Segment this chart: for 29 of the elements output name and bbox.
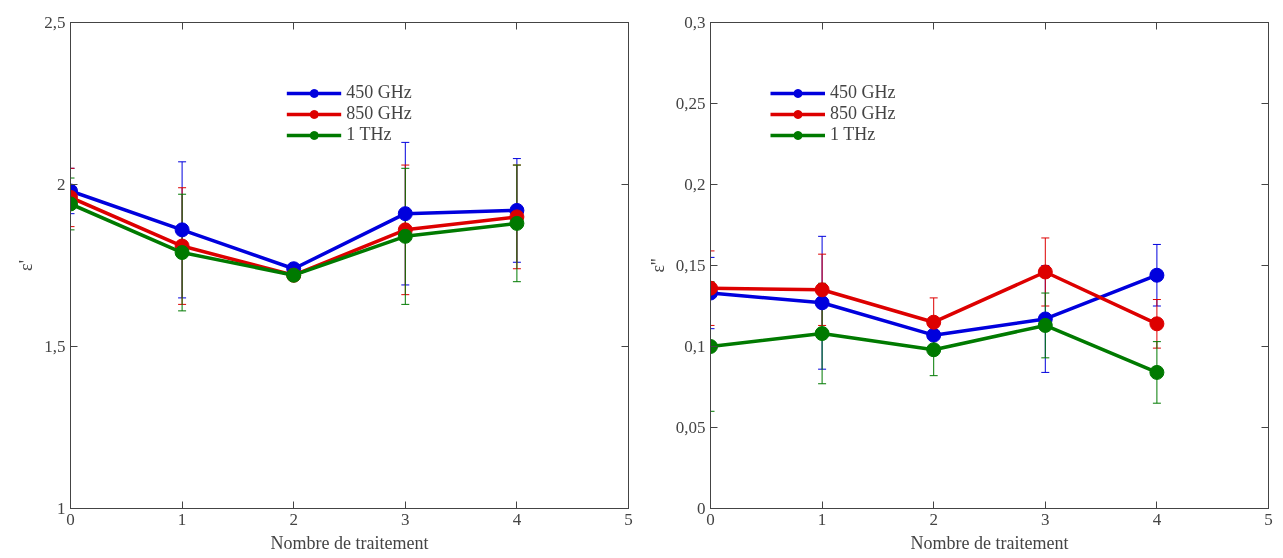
x-tick-label: 2 xyxy=(289,509,298,529)
x-axis-title: Nombre de traitement xyxy=(910,532,1069,553)
y-tick-label: 0,2 xyxy=(684,175,706,194)
x-tick-label: 3 xyxy=(1041,509,1050,529)
y-axis-title: ε'' xyxy=(647,258,668,273)
y-tick-label: 2,5 xyxy=(44,13,66,32)
legend-label: 1 THz xyxy=(346,124,392,145)
x-tick-label: 5 xyxy=(1264,509,1273,529)
legend-label: 850 GHz xyxy=(830,103,896,124)
x-tick-label: 1 xyxy=(817,509,827,529)
y-tick-label: 1,5 xyxy=(44,337,66,356)
y-tick-label: 0,15 xyxy=(675,256,706,275)
y-tick-label: 0,05 xyxy=(675,418,706,437)
x-tick-label: 2 xyxy=(929,509,938,529)
x-tick-label: 4 xyxy=(512,509,522,529)
legend-label: 850 GHz xyxy=(346,103,412,124)
y-tick-label: 0,3 xyxy=(684,13,706,32)
legend-label: 450 GHz xyxy=(830,82,896,103)
x-tick-label: 3 xyxy=(401,509,410,529)
y-tick-label: 2 xyxy=(57,175,66,194)
y-tick-label: 0,25 xyxy=(675,94,706,113)
y-axis-title: ε' xyxy=(16,260,37,271)
legend-label: 1 THz xyxy=(830,124,876,145)
x-tick-label: 1 xyxy=(177,509,187,529)
x-axis-title: Nombre de traitement xyxy=(270,532,429,553)
x-tick-label: 5 xyxy=(624,509,633,529)
y-tick-label: 0,1 xyxy=(684,337,706,356)
x-tick-label: 4 xyxy=(1152,509,1162,529)
legend-label: 450 GHz xyxy=(346,82,412,103)
